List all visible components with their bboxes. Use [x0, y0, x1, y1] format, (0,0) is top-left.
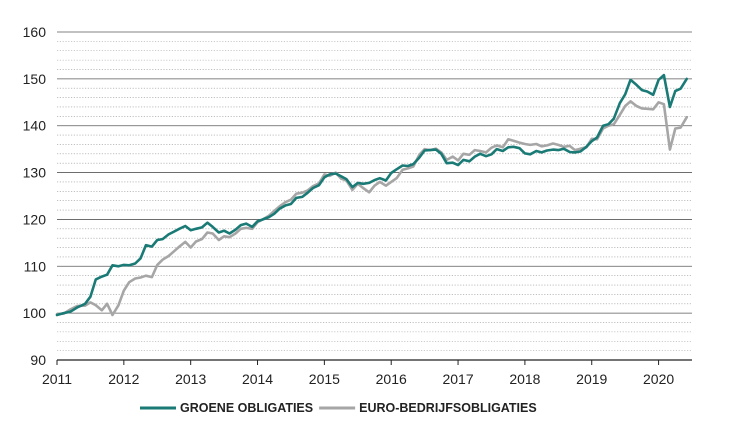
x-tick-labels: 2011 2012 2013 2014 2015 2016 2017 2018 2019 2020: [42, 371, 674, 387]
x-tick-label: 2017: [442, 371, 473, 387]
x-tick-label: 2020: [643, 371, 674, 387]
x-tick-label: 2012: [108, 371, 139, 387]
x-tick-label: 2016: [376, 371, 407, 387]
x-tick-label: 2015: [309, 371, 340, 387]
series-line: [55, 73, 688, 317]
series-line: [55, 100, 688, 317]
x-tick-label: 2014: [242, 371, 273, 387]
legend-label: EURO-BEDRIJFSOBLIGATIES: [359, 401, 537, 415]
x-tick-label: 2013: [175, 371, 206, 387]
legend-label: GROENE OBLIGATIES: [180, 401, 313, 415]
y-tick-label: 160: [23, 24, 47, 40]
series-lines: [55, 73, 688, 317]
x-tick-label: 2019: [576, 371, 607, 387]
y-tick-label: 130: [23, 165, 47, 181]
gridlines: [57, 31, 692, 351]
x-tick-label: 2011: [42, 371, 72, 387]
y-tick-labels: 90 100 110 120 130 140 150 160: [23, 24, 47, 368]
axes: [56, 359, 692, 365]
y-tick-label: 150: [23, 71, 47, 87]
legend: GROENE OBLIGATIES EURO-BEDRIJFSOBLIGATIES: [140, 401, 537, 415]
y-tick-label: 110: [24, 258, 47, 274]
y-tick-label: 140: [23, 118, 47, 134]
y-tick-label: 120: [23, 211, 47, 227]
y-tick-label: 90: [30, 352, 46, 368]
x-tick-label: 2018: [509, 371, 540, 387]
y-tick-label: 100: [23, 305, 47, 321]
